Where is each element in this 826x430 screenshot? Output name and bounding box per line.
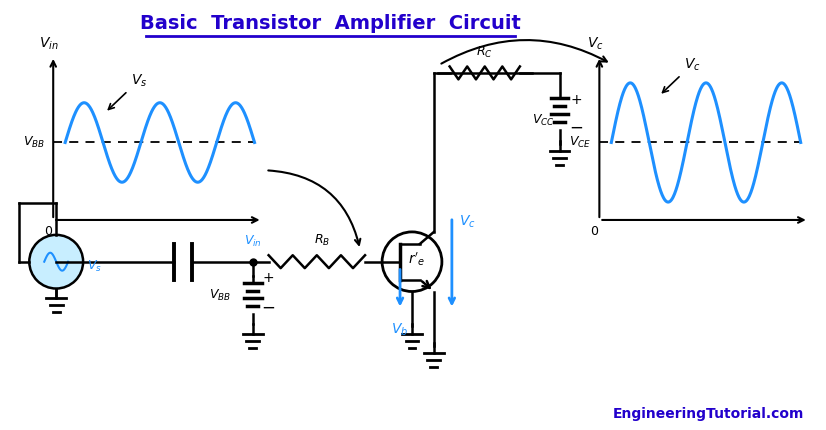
Text: $V_{CE}$: $V_{CE}$ xyxy=(569,135,591,150)
Text: $V_s$: $V_s$ xyxy=(131,72,147,89)
Text: +: + xyxy=(571,93,582,107)
Text: +: + xyxy=(263,270,274,285)
Text: Basic  Transistor  Amplifier  Circuit: Basic Transistor Amplifier Circuit xyxy=(140,14,520,33)
Text: −: − xyxy=(262,298,275,316)
Text: $V_b$: $V_b$ xyxy=(392,321,409,338)
Text: $R_C$: $R_C$ xyxy=(477,45,493,60)
Text: $V_{in}$: $V_{in}$ xyxy=(40,36,59,52)
Text: $V_c$: $V_c$ xyxy=(587,36,604,52)
Circle shape xyxy=(29,235,83,289)
Text: $V_c$: $V_c$ xyxy=(459,214,476,230)
Text: 0: 0 xyxy=(45,225,52,238)
Text: $V_{BB}$: $V_{BB}$ xyxy=(209,288,230,303)
Text: EngineeringTutorial.com: EngineeringTutorial.com xyxy=(612,407,804,421)
Text: $R_B$: $R_B$ xyxy=(314,233,330,248)
Text: $V_{in}$: $V_{in}$ xyxy=(244,233,262,249)
Text: 0: 0 xyxy=(591,225,598,238)
Text: −: − xyxy=(569,119,583,137)
Text: $V_c$: $V_c$ xyxy=(684,56,700,73)
Text: $V_{CC}$: $V_{CC}$ xyxy=(532,113,554,128)
Text: $V_{BB}$: $V_{BB}$ xyxy=(23,135,45,150)
Text: $V_s$: $V_s$ xyxy=(87,259,102,274)
Text: $r'_e$: $r'_e$ xyxy=(408,250,425,267)
